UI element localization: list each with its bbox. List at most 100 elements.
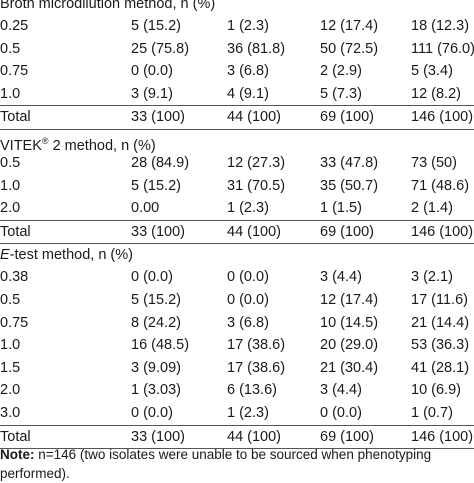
table-cell: 21 (30.4) [320,359,379,376]
results-table: Broth microdilution method, n (%) 0.25 5 … [0,0,474,450]
table-row: 3.0 0 (0.0) 1 (2.3) 0 (0.0) 1 (0.7) [0,402,474,425]
note-text: n=146 (two isolates were unable to be so… [0,447,432,481]
row-label-cell: 1.0 [0,337,21,354]
row-label-cell: 2.0 [0,200,21,217]
table-cell: 5 (3.4) [411,63,453,80]
table-cell: 71 (48.6) [411,177,470,194]
table-row: 1.0 16 (48.5) 17 (38.6) 20 (29.0) 53 (36.3) [0,334,474,357]
table-cell: 12 (17.4) [320,291,379,308]
row-label-cell: 0.5 [0,291,21,308]
table-row: 2.0 1 (3.03) 6 (13.6) 3 (4.4) 10 (6.9) [0,379,474,402]
table-cell: 31 (70.5) [227,177,286,194]
section-title-vitek: VITEK® 2 method, n (%) [0,130,474,154]
table-cell: 33 (47.8) [320,154,379,171]
table-row: 0.5 25 (75.8) 36 (81.8) 50 (72.5) 111 (76.0) [0,38,474,61]
table-cell: 0 (0.0) [131,269,173,286]
row-label-cell: 0.5 [0,40,21,57]
table-cell: 33 (100) [131,428,186,445]
table-cell: 33 (100) [131,109,186,126]
table-cell: 44 (100) [227,428,282,445]
table-row: 2.0 0.00 1 (2.3) 1 (1.5) 2 (1.4) [0,197,474,220]
table-cell: 73 (50) [411,154,457,171]
table-cell: 3 (6.8) [227,63,269,80]
table-cell: 5 (7.3) [320,85,362,102]
table-cell: 12 (8.2) [411,85,461,102]
note-label: Note: [0,447,35,462]
table-cell: 0 (0.0) [320,404,362,421]
section-title-broth: Broth microdilution method, n (%) [0,0,216,12]
table-cell: 18 (12.3) [411,18,470,34]
table-cell: 0 (0.0) [131,63,173,80]
table-cell: 5 (15.2) [131,291,181,308]
table-cell: 17 (11.6) [411,291,468,308]
row-label-cell: 0.5 [0,154,21,171]
etest-title-suffix: -test method, n (%) [9,247,133,264]
table-cell: 8 (24.2) [131,314,181,331]
table-row: 1.0 3 (9.1) 4 (9.1) 5 (7.3) 12 (8.2) [0,83,474,106]
table-cell: 1 (2.3) [227,200,269,217]
table-cell: 5 (15.2) [131,18,181,34]
row-label-cell: 0.75 [0,314,29,331]
section-broth-rows: 0.25 5 (15.2) 1 (2.3) 12 (17.4) 18 (12.3) 0.5… [0,15,474,130]
row-label-cell: Total [0,428,31,445]
table-cell: 53 (36.3) [411,337,470,354]
table-cell: 44 (100) [227,223,282,240]
table-row: 1.5 3 (9.09) 17 (38.6) 21 (30.4) 41 (28.1) [0,357,474,380]
row-label-cell: 1.0 [0,177,21,194]
table-cell: 16 (48.5) [131,337,190,354]
table-cell: 0 (0.0) [131,404,173,421]
row-label-cell: 3.0 [0,404,21,421]
table-cell: 146 (100) [411,109,474,126]
table-cell: 3 (9.09) [131,359,181,376]
table-cell: 69 (100) [320,428,375,445]
table-cell: 3 (9.1) [131,85,173,102]
row-label-cell: 0.38 [0,269,29,286]
table-cell: 111 (76.0) [411,40,474,57]
section-title-etest: E-test method, n (%) [0,244,474,266]
table-cell: 146 (100) [411,428,474,445]
table-cell: 3 (6.8) [227,314,269,331]
table-cell: 146 (100) [411,223,474,240]
table-cell: 25 (75.8) [131,40,190,57]
table-cell: 36 (81.8) [227,40,286,57]
table-note: Note: n=146 (two isolates were unable to… [0,445,474,483]
table-cell: 69 (100) [320,109,375,126]
table-cell: 69 (100) [320,223,375,240]
table-cell: 0 (0.0) [227,291,269,308]
row-label-cell: 0.25 [0,18,29,34]
table-cell: 1 (2.3) [227,18,269,34]
table-cell: 28 (84.9) [131,154,190,171]
table-cell: 50 (72.5) [320,40,379,57]
row-label-cell: Total [0,223,31,240]
table-cell: 3 (4.4) [320,382,362,399]
table-cell: 17 (38.6) [227,337,286,354]
table-cell: 12 (27.3) [227,154,286,171]
table-cell: 5 (15.2) [131,177,181,194]
table-row: 0.5 5 (15.2) 0 (0.0) 12 (17.4) 17 (11.6) [0,289,474,312]
section-vitek-rows: 0.5 28 (84.9) 12 (27.3) 33 (47.8) 73 (50) 1.0… [0,152,474,245]
table-cell: 35 (50.7) [320,177,379,194]
registered-mark: ® [41,135,49,146]
table-cell: 41 (28.1) [411,359,470,376]
vitek-title-prefix: VITEK [0,137,42,154]
table-cell: 33 (100) [131,223,186,240]
table-cell: 2 (1.4) [411,200,453,217]
row-label-cell: 0.75 [0,63,29,80]
table-cell: 4 (9.1) [227,85,269,102]
table-cell: 1 (1.5) [320,200,362,217]
table-row: 0.75 0 (0.0) 3 (6.8) 2 (2.9) 5 (3.4) [0,60,474,83]
table-cell: 20 (29.0) [320,337,379,354]
vitek-title-suffix: 2 method, n (%) [48,137,156,154]
table-cell: 1 (0.7) [411,404,453,421]
table-cell: 17 (38.6) [227,359,286,376]
table-cell: 10 (14.5) [320,314,379,331]
table-cell: 6 (13.6) [227,382,277,399]
table-cell: 12 (17.4) [320,18,379,34]
table-cell: 3 (2.1) [411,269,453,286]
row-label-cell: 2.0 [0,382,21,399]
table-total-row: Total 33 (100) 44 (100) 69 (100) 146 (100) [0,105,474,130]
table-cell: 44 (100) [227,109,282,126]
table-cell: 1 (2.3) [227,404,269,421]
table-cell: 21 (14.4) [411,314,470,331]
table-total-row: Total 33 (100) 44 (100) 69 (100) 146 (100) [0,424,474,450]
